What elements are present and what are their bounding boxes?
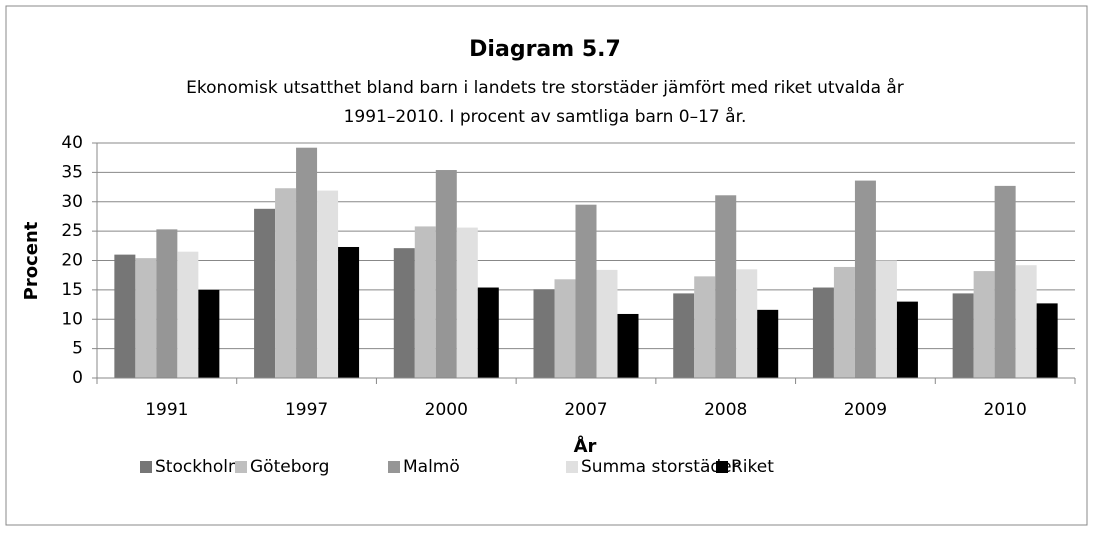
bar xyxy=(456,227,478,378)
bar xyxy=(757,309,779,378)
x-tick-label: 1997 xyxy=(285,400,328,420)
bar xyxy=(254,208,276,378)
bar xyxy=(694,276,716,378)
y-tick-label: 35 xyxy=(61,162,83,182)
bar xyxy=(156,229,178,378)
legend-label: Riket xyxy=(731,457,774,477)
legend-label: Summa storstäder xyxy=(581,457,739,477)
bar xyxy=(617,313,639,378)
bar xyxy=(575,204,597,378)
bar xyxy=(177,251,199,378)
x-tick-label: 2008 xyxy=(704,400,747,420)
bar xyxy=(317,190,339,378)
bar xyxy=(812,287,834,378)
legend-swatch xyxy=(716,461,728,473)
x-tick-label: 2007 xyxy=(564,400,607,420)
y-tick-label: 20 xyxy=(61,251,83,271)
legend-label: Stockholm xyxy=(155,457,245,477)
legend-label: Malmö xyxy=(403,457,460,477)
y-tick-label: 30 xyxy=(61,192,83,212)
bar xyxy=(833,266,855,378)
chart-title: Diagram 5.7 xyxy=(469,37,621,62)
chart-subtitle: Ekonomisk utsatthet bland barn i landets… xyxy=(186,77,904,98)
y-tick-label: 0 xyxy=(72,368,83,388)
bar xyxy=(596,269,618,378)
bar xyxy=(393,248,415,378)
legend-swatch xyxy=(235,461,247,473)
y-tick-label: 5 xyxy=(72,339,83,359)
chart-subtitle: 1991–2010. I procent av samtliga barn 0–… xyxy=(344,106,747,127)
x-tick-label: 1991 xyxy=(145,400,188,420)
bar xyxy=(736,269,758,378)
bar xyxy=(338,246,360,378)
bar xyxy=(114,254,136,378)
bar xyxy=(477,287,499,378)
bar xyxy=(435,170,457,378)
bar xyxy=(1015,265,1037,378)
bar xyxy=(135,258,157,378)
y-tick-label: 15 xyxy=(61,280,83,300)
bar xyxy=(554,279,576,378)
bar xyxy=(275,188,297,378)
x-tick-label: 2000 xyxy=(425,400,468,420)
legend-swatch xyxy=(140,461,152,473)
x-axis-label: År xyxy=(574,434,597,457)
bar xyxy=(533,289,555,378)
bar xyxy=(994,185,1016,378)
bar xyxy=(296,147,318,378)
bar xyxy=(414,226,436,378)
bar xyxy=(1036,303,1058,378)
legend-label: Göteborg xyxy=(250,457,329,477)
bar xyxy=(952,293,974,378)
y-tick-label: 25 xyxy=(61,221,83,241)
bar xyxy=(973,271,995,378)
y-axis-label: Procent xyxy=(21,221,42,300)
bar xyxy=(198,289,220,378)
legend-swatch xyxy=(388,461,400,473)
bar xyxy=(854,180,876,378)
y-tick-label: 10 xyxy=(61,309,83,329)
y-tick-label: 40 xyxy=(61,133,83,153)
x-tick-label: 2009 xyxy=(844,400,887,420)
bar xyxy=(875,260,897,378)
bar xyxy=(715,195,737,378)
legend-swatch xyxy=(566,461,578,473)
bar xyxy=(896,301,918,378)
bar xyxy=(673,293,695,378)
x-tick-label: 2010 xyxy=(984,400,1027,420)
